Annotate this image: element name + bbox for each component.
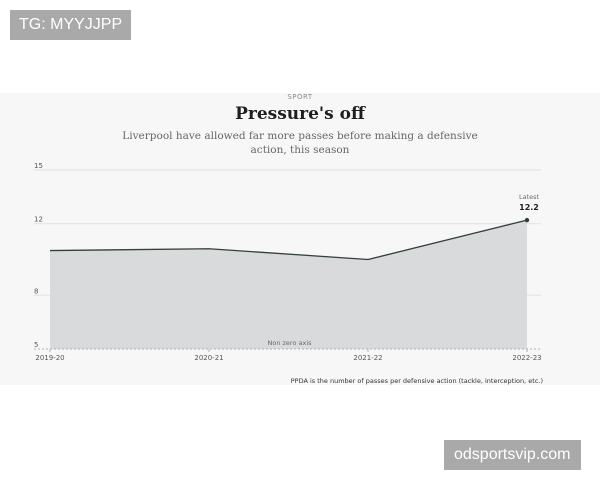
area-chart: 5 8 12 15 2019-20 2020-21 2021-22 2022-23 Latest… bbox=[34, 162, 543, 385]
x-tick-label: 2021-22 bbox=[353, 354, 382, 362]
section-kicker: SPORT bbox=[287, 93, 313, 101]
x-tick-label: 2020-21 bbox=[194, 354, 223, 362]
axis-note: Non zero axis bbox=[267, 339, 312, 347]
area-fill bbox=[50, 220, 527, 349]
watermark-bottom: odsportsvip.com bbox=[444, 440, 581, 470]
area-layer bbox=[49, 217, 530, 349]
chart-card: SPORT Pressure's off Liverpool have allo… bbox=[0, 93, 600, 385]
axis-layer bbox=[34, 348, 541, 352]
y-tick-label: 5 bbox=[34, 341, 38, 349]
latest-value: 12.2 bbox=[519, 203, 539, 212]
latest-label: Latest bbox=[519, 193, 540, 201]
watermark-top: TG: MYYJJPP bbox=[10, 10, 132, 40]
latest-point bbox=[524, 217, 530, 223]
y-tick-label: 12 bbox=[34, 216, 43, 224]
footnote: PPDA is the number of passes per defensi… bbox=[291, 377, 543, 385]
label-layer: 5 8 12 15 2019-20 2020-21 2021-22 2022-23 Latest… bbox=[34, 162, 543, 385]
x-tick-label: 2022-23 bbox=[512, 354, 541, 362]
x-tick-label: 2019-20 bbox=[35, 354, 64, 362]
chart-title: Pressure's off bbox=[235, 104, 365, 124]
y-tick-label: 15 bbox=[34, 162, 43, 170]
y-tick-label: 8 bbox=[34, 287, 38, 295]
series-line bbox=[49, 219, 528, 261]
chart-subtitle: Liverpool have allowed far more passes b… bbox=[122, 130, 478, 156]
